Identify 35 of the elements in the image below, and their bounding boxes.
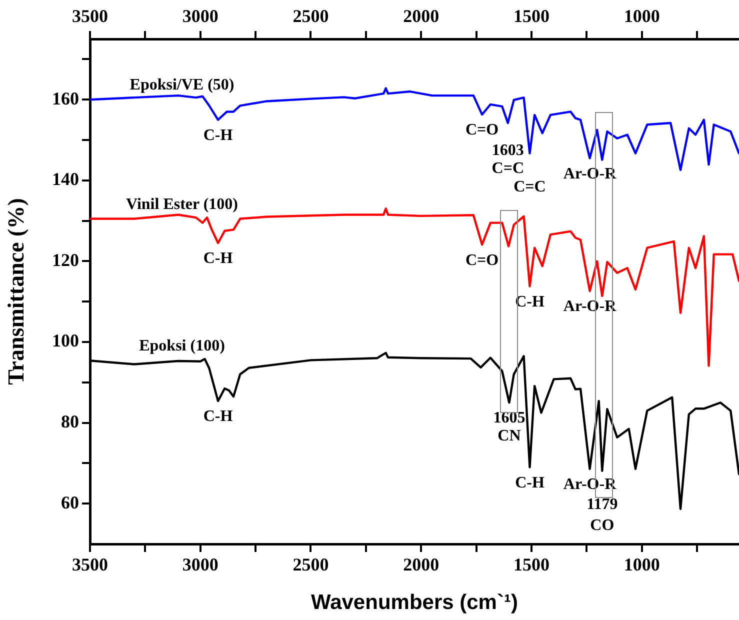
annotation: CO: [590, 517, 614, 534]
annotation: 1603: [492, 142, 524, 160]
annotation: C-H: [203, 250, 234, 268]
x2-tick-label: 2000: [403, 6, 440, 26]
annotation: CN: [498, 428, 522, 445]
x-tick-label: 2500: [292, 554, 329, 574]
annotation: C-H: [203, 408, 234, 426]
x-tick-label: 1000: [624, 554, 660, 574]
x2-tick-label: 2500: [292, 6, 329, 26]
y-tick-label: 160: [52, 88, 79, 108]
annotation: C-H: [515, 474, 545, 492]
y-tick-label: 140: [52, 169, 79, 190]
annotation: C-H: [203, 126, 234, 144]
annotation: 1179: [586, 496, 618, 514]
x-axis-title: Wavenumbers (cm`¹): [311, 591, 518, 614]
series-label: Epoksi (100): [139, 338, 225, 355]
annotation: C=C: [514, 178, 546, 196]
y-tick-label: 120: [52, 250, 79, 270]
x2-tick-label: 3500: [72, 6, 108, 26]
y-tick-label: 80: [61, 411, 79, 432]
y-tick-label: 100: [52, 330, 79, 351]
x2-tick-label: 3000: [182, 6, 218, 26]
x-tick-label: 2000: [403, 554, 440, 574]
x-tick-label: 3000: [182, 554, 218, 574]
y-tick-label: 60: [61, 492, 79, 512]
series-label: Epoksi/VE (50): [130, 76, 234, 94]
annotation: C=O: [465, 252, 499, 269]
y-axis-title: Transmittance (%): [4, 198, 29, 385]
annotation: C=O: [465, 122, 499, 139]
annotation: C=C: [492, 160, 524, 178]
x2-tick-label: 1000: [624, 6, 660, 26]
series-label: Vinil Ester (100): [126, 196, 238, 213]
x2-tick-label: 1500: [513, 6, 550, 26]
x-tick-label: 1500: [513, 554, 550, 574]
x-tick-label: 3500: [72, 554, 108, 574]
